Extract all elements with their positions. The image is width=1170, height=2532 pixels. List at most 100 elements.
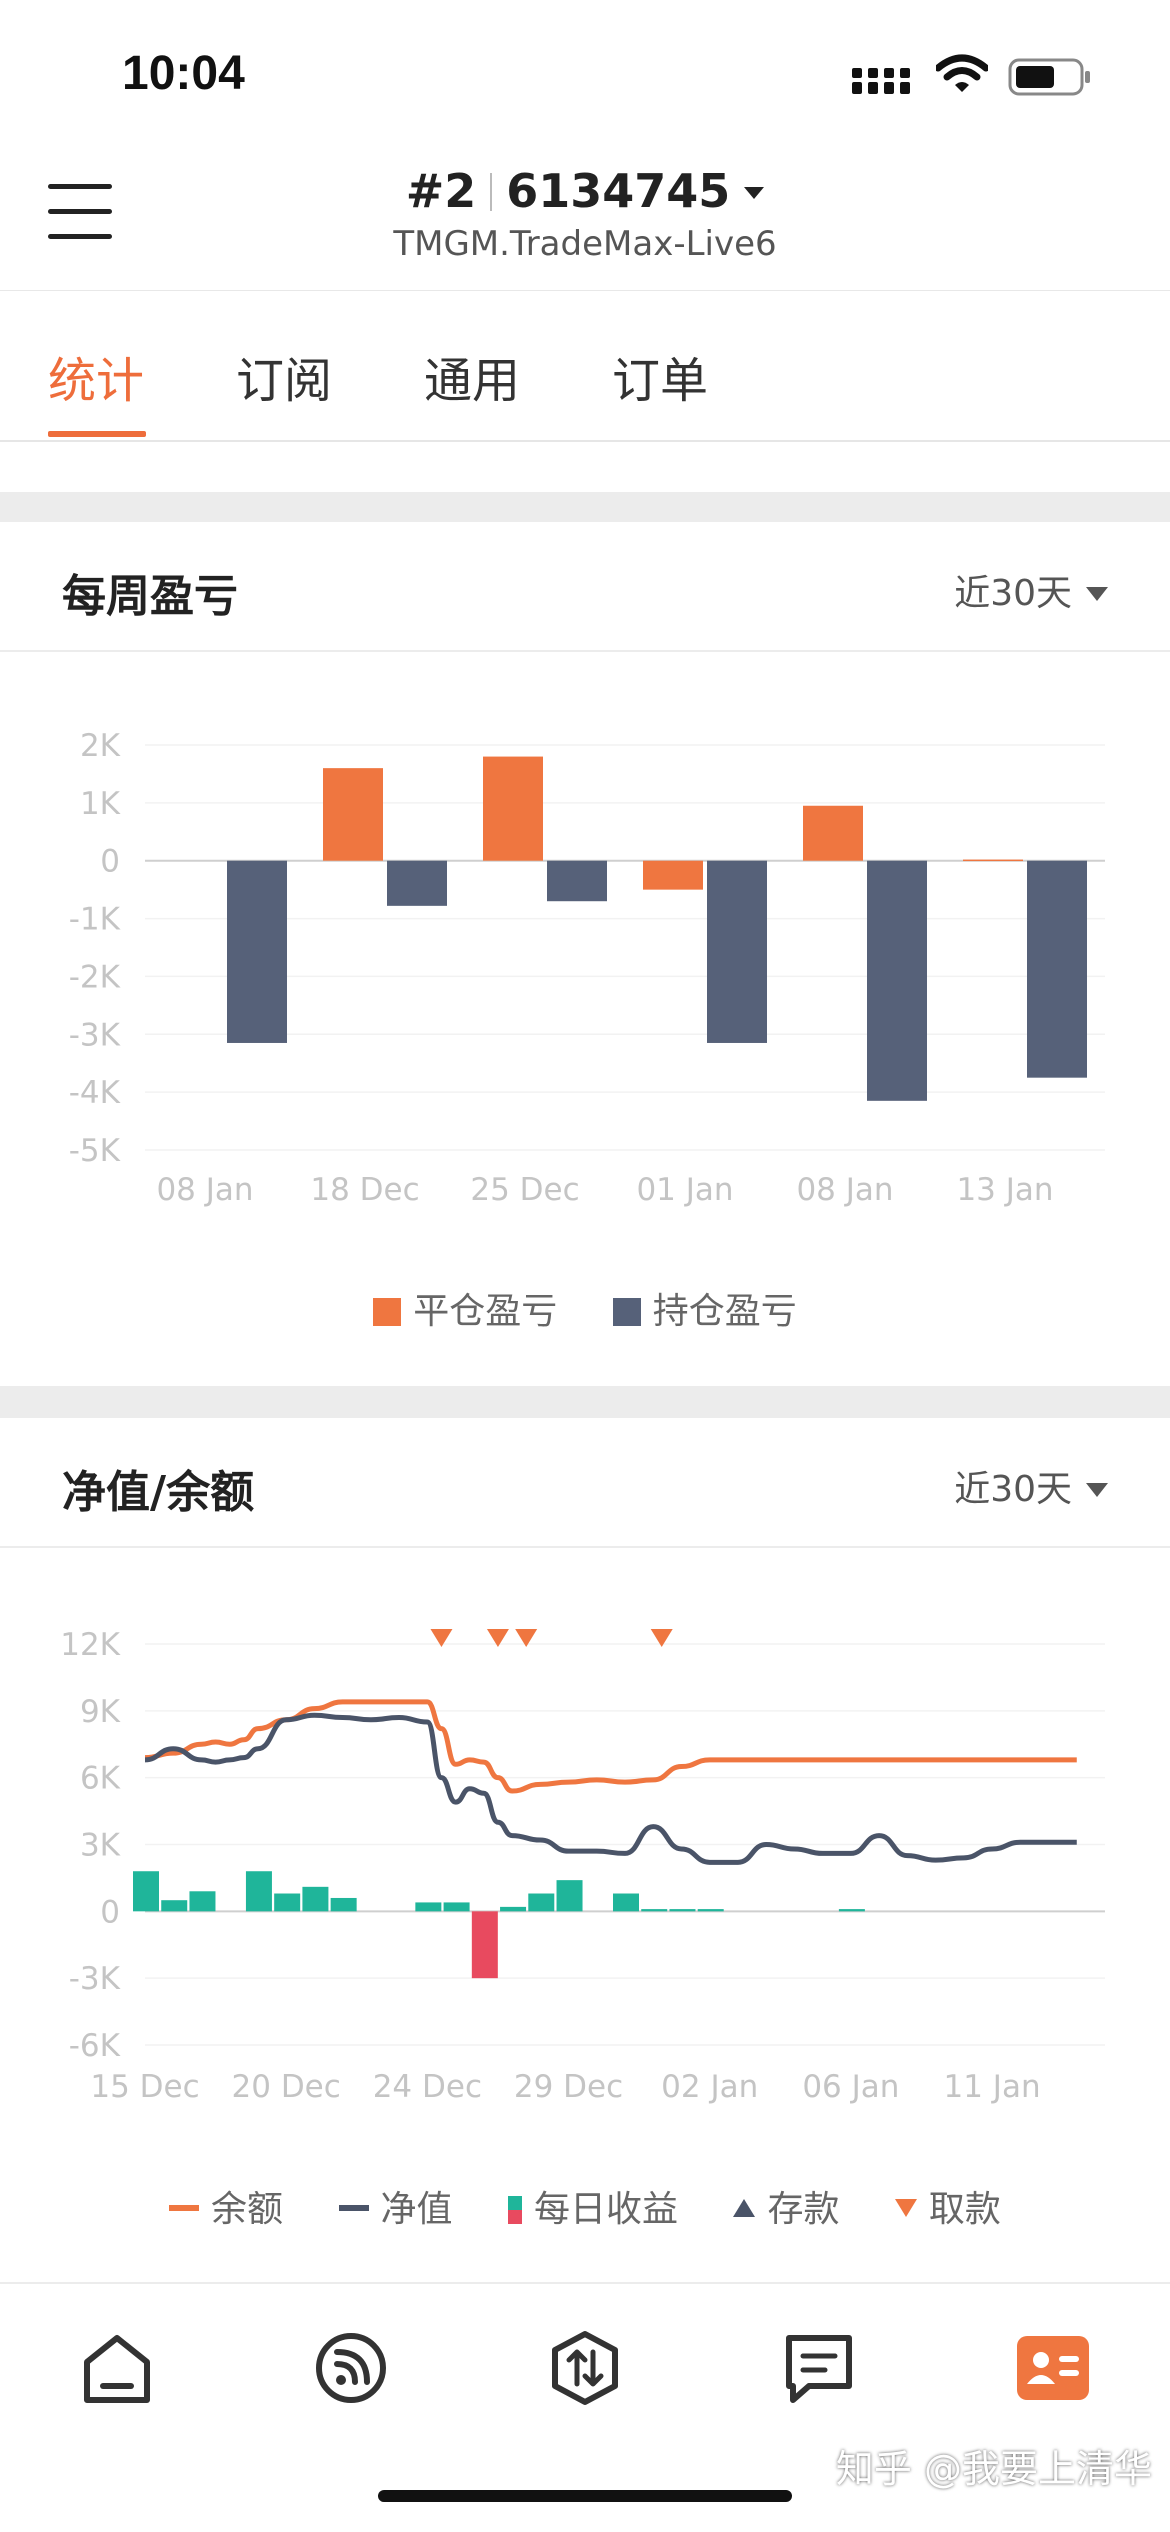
- y-tick-label: 0: [100, 1894, 120, 1930]
- daily-profit-bar: [669, 1909, 696, 1912]
- y-tick-label: 0: [100, 844, 120, 880]
- status-time: 10:04: [122, 47, 245, 100]
- equity-title: 净值/余额: [62, 1467, 255, 1518]
- weekly-pl-title: 每周盈亏: [62, 571, 238, 622]
- server-name: TMGM.TradeMax-Live6: [393, 224, 777, 264]
- triangle-down-icon: [1086, 587, 1108, 601]
- equity-legend: 余额 净值 每日收益 存款 取款: [0, 2180, 1170, 2232]
- weekly-range-label: 近30天: [954, 573, 1072, 614]
- section-divider: [0, 492, 1170, 522]
- tab-general[interactable]: 通用: [424, 353, 521, 409]
- closed-pl-bar: [483, 756, 543, 861]
- tab-bar: 统计 订阅 通用 订单: [0, 290, 1170, 442]
- withdraw-marker: [515, 1629, 538, 1647]
- x-tick-label: 15 Dec: [90, 2069, 199, 2105]
- equity-balance-chart: 12K 9K 6K 3K 0 -3K -6K 15 Dec 20 Dec 24 Dec 29 Dec…: [60, 1627, 1105, 2105]
- weekly-range-dropdown[interactable]: 近30天: [954, 564, 1108, 616]
- y-tick-label: 2K: [80, 728, 121, 764]
- tab-subscription[interactable]: 订阅: [236, 353, 333, 409]
- y-tick-label: -6K: [69, 2028, 121, 2064]
- home-icon[interactable]: [79, 2330, 155, 2406]
- x-tick-label: 02 Jan: [661, 2069, 758, 2105]
- daily-profit-bar: [471, 1911, 498, 1979]
- y-tick-label: -1K: [69, 902, 121, 938]
- daily-profit-bar: [641, 1909, 668, 1912]
- x-tick-label: 29 Dec: [514, 2069, 623, 2105]
- menu-button[interactable]: [48, 184, 112, 244]
- open-pl-bar: [547, 860, 607, 902]
- y-tick-label: 9K: [80, 1694, 121, 1730]
- x-tick-label: 01 Jan: [636, 1172, 733, 1208]
- legend-deposit[interactable]: 存款: [733, 2180, 839, 2232]
- daily-profit-bar: [838, 1909, 865, 1912]
- x-tick-label: 06 Jan: [802, 2069, 899, 2105]
- x-tick-label: 20 Dec: [232, 2069, 341, 2105]
- open-pl-bar: [1027, 860, 1087, 1078]
- weekly-legend: 平仓盈亏 持仓盈亏: [0, 1282, 1170, 1334]
- x-tick-label: 11 Jan: [944, 2069, 1041, 2105]
- y-tick-label: 12K: [60, 1627, 120, 1663]
- watermark: 知乎 @我要上清华: [835, 2447, 1152, 2491]
- closed-pl-bar: [323, 768, 383, 861]
- weekly-pl-chart: 2K 1K 0 -1K -2K -3K -4K -5K 08 Jan 18 Dec 25 Dec 01…: [69, 728, 1105, 1208]
- status-bar: 10:04: [0, 0, 1170, 140]
- account-number: 6134745: [506, 164, 731, 218]
- messages-icon[interactable]: [781, 2330, 857, 2406]
- daily-profit-bar: [133, 1871, 159, 1912]
- y-tick-label: -3K: [69, 1961, 121, 1997]
- equity-range-dropdown[interactable]: 近30天: [954, 1460, 1108, 1512]
- legend-open-pl[interactable]: 持仓盈亏: [612, 1282, 797, 1334]
- open-pl-bar: [227, 860, 287, 1043]
- closed-pl-bar: [643, 860, 703, 890]
- section-divider: [0, 1386, 1170, 1418]
- account-selector[interactable]: #2 6134745: [0, 164, 1170, 218]
- cellular-signal-icon: [852, 68, 910, 94]
- withdraw-marker: [430, 1629, 453, 1647]
- y-tick-label: 3K: [80, 1828, 121, 1864]
- open-pl-bar: [707, 860, 767, 1043]
- account-card-icon[interactable]: [1015, 2330, 1091, 2406]
- daily-profit-bar: [302, 1886, 329, 1912]
- daily-profit-bar: [274, 1893, 301, 1912]
- legend-daily-profit[interactable]: 每日收益: [507, 2180, 678, 2232]
- daily-profit-bar: [330, 1897, 357, 1912]
- y-tick-label: -4K: [69, 1075, 121, 1111]
- active-tab-indicator: [48, 431, 146, 437]
- y-tick-label: 1K: [80, 786, 121, 822]
- open-pl-bar: [867, 860, 927, 1101]
- y-tick-label: -2K: [69, 959, 121, 995]
- equity-line: [144, 1712, 1077, 1865]
- equity-range-label: 近30天: [954, 1469, 1072, 1510]
- legend-equity[interactable]: 净值: [338, 2180, 453, 2232]
- withdraw-marker: [486, 1629, 509, 1647]
- legend-closed-pl[interactable]: 平仓盈亏: [373, 1282, 557, 1334]
- closed-pl-bar: [803, 805, 863, 861]
- legend-balance[interactable]: 余额: [169, 2180, 283, 2232]
- daily-profit-bar: [528, 1893, 555, 1912]
- home-indicator: [378, 2490, 792, 2502]
- x-tick-label: 25 Dec: [470, 1172, 579, 1208]
- withdraw-marker: [650, 1629, 673, 1647]
- x-tick-label: 13 Jan: [956, 1172, 1053, 1208]
- y-tick-label: -5K: [69, 1133, 121, 1169]
- signal-feed-icon[interactable]: [313, 2330, 389, 2406]
- open-pl-bar: [387, 860, 447, 906]
- daily-profit-bar: [613, 1893, 639, 1912]
- balance-line: [144, 1699, 1077, 1794]
- daily-profit-bar: [697, 1909, 724, 1912]
- daily-profit-bar: [500, 1906, 527, 1912]
- battery-icon: [1008, 58, 1090, 96]
- legend-withdraw[interactable]: 取款: [894, 2180, 1001, 2232]
- x-tick-label: 24 Dec: [373, 2069, 482, 2105]
- tab-orders[interactable]: 订单: [612, 353, 709, 409]
- tab-statistics[interactable]: 统计: [48, 353, 145, 409]
- y-tick-label: 6K: [80, 1761, 121, 1797]
- daily-profit-bar: [415, 1902, 442, 1912]
- account-index: #2: [405, 164, 477, 218]
- daily-profit-bar: [556, 1880, 583, 1912]
- trade-icon[interactable]: [547, 2330, 623, 2406]
- x-tick-label: 18 Dec: [310, 1172, 419, 1208]
- caret-down-icon: [744, 187, 765, 199]
- wifi-icon: [936, 54, 988, 92]
- x-tick-label: 08 Jan: [156, 1172, 253, 1208]
